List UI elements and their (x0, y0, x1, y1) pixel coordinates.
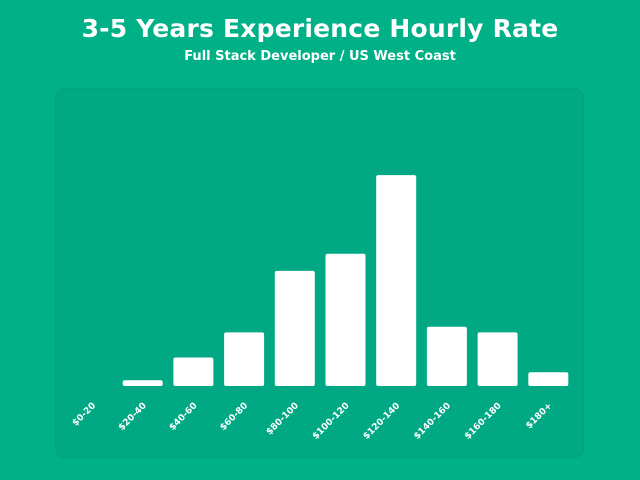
x-tick-label: $0-20 (71, 401, 98, 428)
x-tick-label: $60-80 (218, 401, 250, 433)
x-tick-label: $140-160 (412, 401, 453, 442)
x-tick-label: $100-120 (311, 401, 352, 442)
x-tick-label: $20-40 (117, 401, 149, 433)
x-tick-label: $180+ (524, 401, 554, 431)
x-tick-label: $120-140 (362, 401, 403, 442)
chart-subtitle: Full Stack Developer / US West Coast (184, 49, 456, 64)
bar-3 (224, 332, 265, 386)
chart-title: 3-5 Years Experience Hourly Rate (81, 14, 559, 43)
tick-labels-group: $0-20 $20-40 $40-60 $60-80 $80-100 $100-120 $1… (71, 401, 555, 442)
bar-9 (528, 372, 569, 386)
bar-1 (122, 380, 163, 386)
bar-8 (477, 332, 518, 386)
bar-6 (376, 175, 417, 386)
chart-panel (55, 88, 584, 458)
bar-5 (325, 253, 366, 386)
x-tick-label: $40-60 (168, 401, 200, 433)
bar-2 (173, 357, 214, 386)
x-tick-label: $160-180 (463, 401, 504, 442)
x-tick-label: $80-100 (265, 401, 301, 437)
bar-7 (426, 326, 467, 386)
bars-group (122, 175, 569, 386)
bar-4 (274, 270, 315, 386)
